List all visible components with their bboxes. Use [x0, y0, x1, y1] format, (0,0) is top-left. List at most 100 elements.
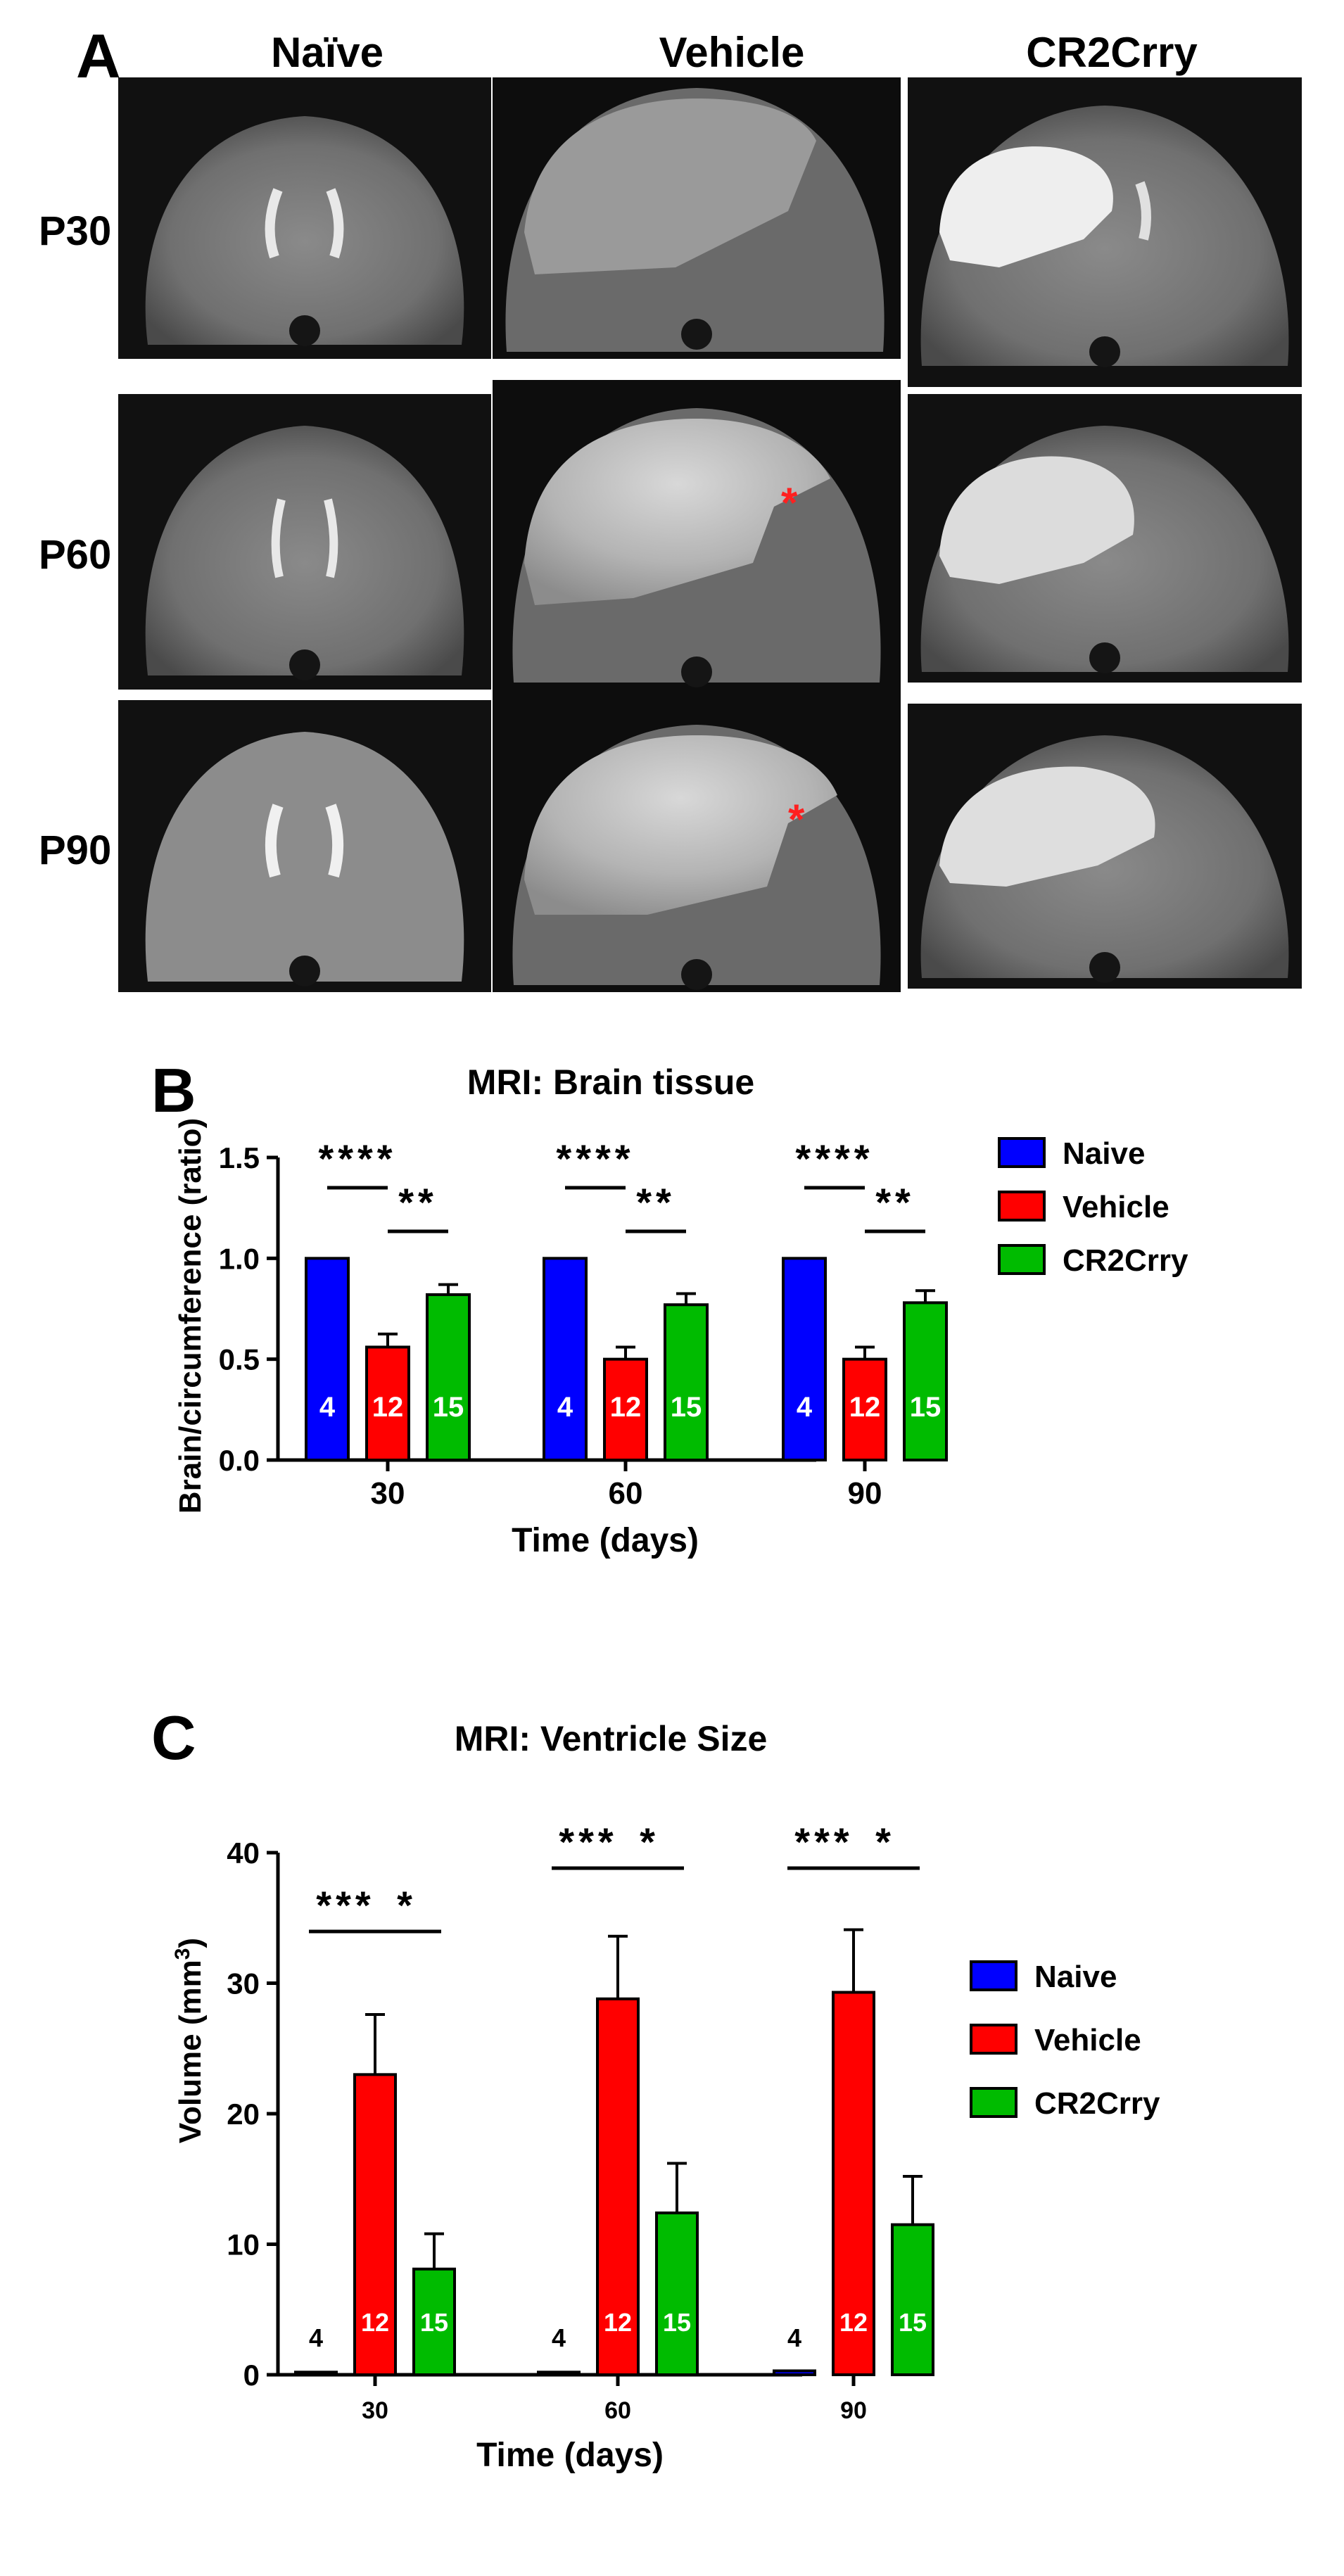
legend-label-vehicle: Vehicle	[1034, 2023, 1141, 2057]
asterisk-vehicle-p60: *	[781, 479, 798, 526]
panel-b-chart: B MRI: Brain tissue Brain/circumference …	[151, 1055, 1188, 1559]
chart-c-xlabel: Time (days)	[476, 2437, 664, 2474]
column-header-vehicle: Vehicle	[659, 29, 805, 76]
y-tick-label: 20	[227, 2098, 260, 2131]
n-label: 12	[604, 2308, 632, 2337]
n-label: 4	[319, 1392, 336, 1423]
bar-cr2crry	[903, 1301, 948, 1462]
panel-c-chart: C MRI: Ventricle Size Volume (mm3) Time …	[151, 1703, 1160, 2474]
bar-naive	[305, 1257, 350, 1462]
legend-swatch-cr2crry	[970, 2087, 1017, 2118]
bar-naive	[294, 2371, 338, 2377]
mri-naive-p90	[118, 700, 491, 992]
chart-c-axes: 0 10 20 30 40 30 60 90	[227, 1836, 867, 2424]
n-label: 12	[361, 2308, 389, 2337]
bar-cr2crry	[891, 2223, 934, 2377]
y-tick-label: 1.0	[219, 1242, 260, 1275]
significance-stars: ****	[795, 1136, 873, 1181]
bar-vehicle	[353, 2073, 397, 2377]
significance-stars: *	[875, 1820, 891, 1864]
mri-vehicle-p60: *	[493, 380, 901, 697]
significance-stars: ****	[318, 1136, 396, 1181]
significance-stars: **	[636, 1180, 676, 1224]
chart-c-bars: 412 15*** *412 15*** *412 15*** *	[294, 1820, 934, 2377]
legend-label-naive: Naive	[1034, 1960, 1117, 1994]
n-label: 15	[420, 2308, 448, 2337]
bar-naive	[773, 2369, 816, 2377]
n-label: 12	[610, 1392, 642, 1423]
chart-c-title: MRI: Ventricle Size	[455, 1719, 768, 1758]
row-label-p30: P30	[39, 208, 111, 254]
y-tick-label: 1.5	[219, 1141, 260, 1174]
mri-naive-p30	[118, 77, 491, 359]
n-label: 15	[671, 1392, 702, 1423]
x-tick-label: 30	[371, 1476, 405, 1511]
y-tick-label: 0.0	[219, 1444, 260, 1477]
chart-c-legend: Naive Vehicle CR2Crry	[970, 1960, 1160, 2121]
panel-a-mri-grid: A Naïve Vehicle CR2Crry P30 P60 P90	[39, 21, 1302, 992]
asterisk-vehicle-p90: *	[788, 796, 805, 843]
mri-naive-p60	[118, 394, 491, 690]
n-label: 15	[663, 2308, 691, 2337]
bar-naive	[537, 2371, 581, 2377]
mri-vehicle-p30	[493, 77, 901, 359]
bar-naive	[543, 1257, 588, 1462]
row-label-p60: P60	[39, 532, 111, 578]
n-label: 4	[557, 1392, 573, 1423]
n-label: 12	[839, 2308, 868, 2337]
legend-swatch-naive	[998, 1137, 1046, 1168]
significance-stars: *	[397, 1883, 412, 1927]
x-tick-label: 90	[840, 2397, 867, 2424]
y-tick-label: 10	[227, 2228, 260, 2261]
x-tick-label: 90	[848, 1476, 882, 1511]
bar-vehicle	[842, 1357, 887, 1461]
x-tick-label: 30	[362, 2397, 388, 2424]
bar-cr2crry	[426, 1293, 471, 1462]
n-label: 4	[787, 2323, 801, 2352]
mri-cr2crry-p30	[908, 77, 1302, 387]
legend-label-naive: Naive	[1063, 1136, 1145, 1171]
significance-stars: ***	[794, 1820, 853, 1864]
chart-b-xlabel: Time (days)	[512, 1522, 699, 1559]
significance-stars: ***	[559, 1820, 617, 1864]
chart-b-ylabel: Brain/circumference (ratio)	[173, 1118, 208, 1514]
y-tick-label: 30	[227, 1967, 260, 2000]
column-header-naive: Naïve	[271, 29, 383, 76]
n-label: 12	[849, 1392, 881, 1423]
significance-stars: *	[640, 1820, 655, 1864]
mri-cr2crry-p90	[908, 704, 1302, 989]
bar-cr2crry	[655, 2211, 699, 2376]
chart-c-ylabel-main: Volume (mm	[173, 1960, 208, 2143]
row-label-p90: P90	[39, 827, 111, 873]
legend-label-cr2crry: CR2Crry	[1034, 2086, 1160, 2121]
x-tick-label: 60	[609, 1476, 643, 1511]
mri-vehicle-p90: *	[493, 697, 901, 992]
mri-cr2crry-p60	[908, 394, 1302, 683]
legend-swatch-vehicle	[998, 1191, 1046, 1222]
bar-naive	[782, 1257, 827, 1462]
significance-stars: **	[398, 1180, 438, 1224]
n-label: 4	[797, 1392, 813, 1423]
n-label: 15	[899, 2308, 927, 2337]
legend-swatch-vehicle	[970, 2024, 1017, 2055]
legend-swatch-cr2crry	[998, 1244, 1046, 1275]
significance-stars: **	[875, 1180, 915, 1224]
chart-c-ylabel-sup: 3	[171, 1948, 194, 1960]
legend-label-vehicle: Vehicle	[1063, 1190, 1169, 1224]
y-tick-label: 0.5	[219, 1343, 260, 1376]
column-header-cr2crry: CR2Crry	[1026, 29, 1198, 76]
panel-c-letter: C	[151, 1703, 196, 1772]
n-label: 4	[309, 2323, 323, 2352]
chart-c-ylabel: Volume (mm3)	[171, 1938, 208, 2143]
x-tick-label: 60	[604, 2397, 631, 2424]
chart-b-title: MRI: Brain tissue	[467, 1062, 754, 1102]
chart-b-bars: 4 12 15******4 12 15******4 12 15******	[305, 1136, 948, 1462]
panel-a-letter: A	[76, 21, 121, 91]
significance-stars: ****	[556, 1136, 634, 1181]
chart-b-legend: Naive Vehicle CR2Crry	[998, 1136, 1188, 1278]
legend-swatch-naive	[970, 1960, 1017, 1991]
y-tick-label: 0	[243, 2359, 260, 2392]
legend-label-cr2crry: CR2Crry	[1063, 1243, 1188, 1278]
n-label: 15	[433, 1392, 464, 1423]
